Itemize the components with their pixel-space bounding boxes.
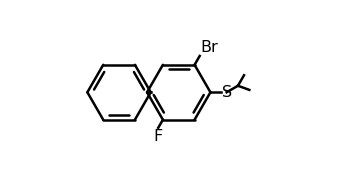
Text: Br: Br: [201, 40, 218, 55]
Text: F: F: [154, 129, 163, 144]
Text: S: S: [222, 85, 232, 100]
